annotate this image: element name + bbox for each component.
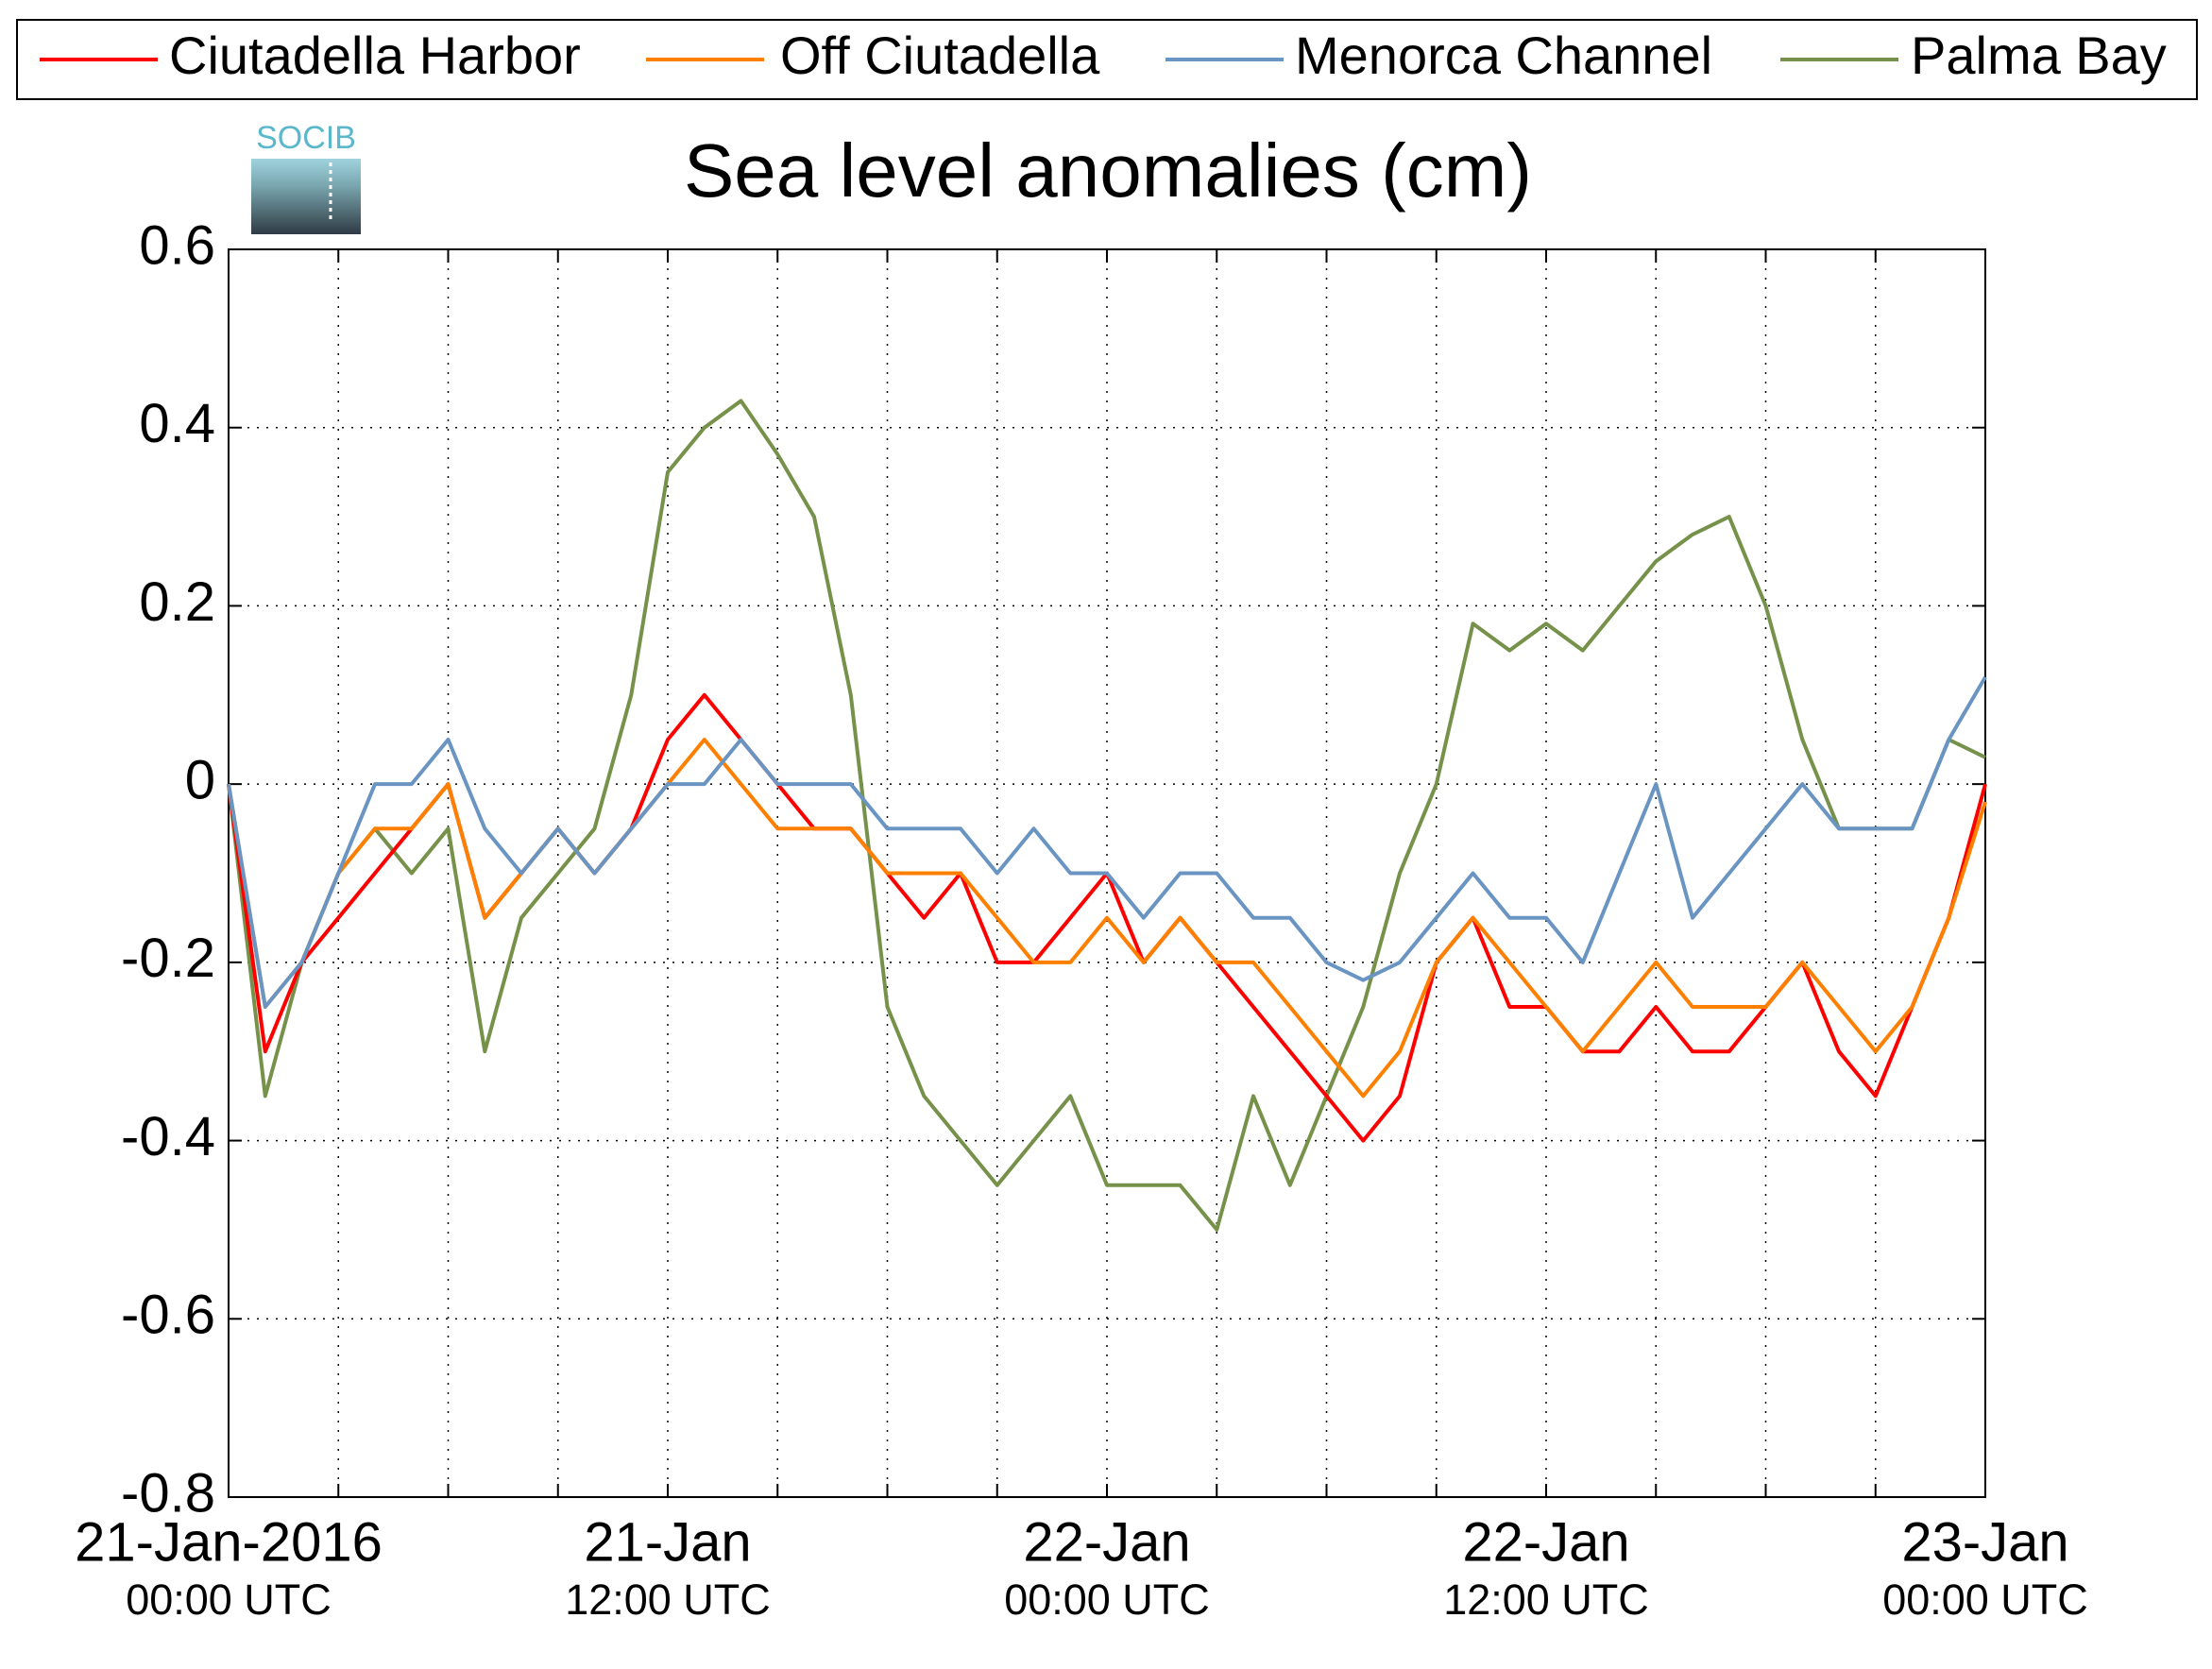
x-tick-label: 21-Jan — [584, 1511, 751, 1573]
x-tick-label: 21-Jan-2016 — [75, 1511, 383, 1573]
logo-text: SOCIB — [256, 120, 356, 156]
x-tick-sublabel: 00:00 UTC — [1004, 1575, 1210, 1624]
series-line — [227, 675, 1987, 1009]
y-tick-label: 0 — [185, 749, 215, 810]
y-tick-label: -0.2 — [121, 928, 215, 989]
x-tick-label: 22-Jan — [1023, 1511, 1190, 1573]
legend-label: Palma Bay — [1911, 26, 2167, 85]
x-tick-sublabel: 00:00 UTC — [126, 1575, 332, 1624]
series-line — [227, 399, 1986, 1232]
logo-image — [251, 159, 361, 234]
chart-title: Sea level anomalies (cm) — [684, 128, 1532, 213]
y-tick-label: -0.8 — [121, 1462, 215, 1524]
x-tick-label: 22-Jan — [1462, 1511, 1629, 1573]
logo: SOCIB — [251, 120, 361, 234]
x-tick-sublabel: 00:00 UTC — [1882, 1575, 2088, 1624]
y-tick-label: 0.4 — [139, 393, 215, 454]
x-tick-label: 23-Jan — [1901, 1511, 2068, 1573]
legend-label: Off Ciutadella — [780, 26, 1100, 85]
y-tick-label: 0.2 — [139, 571, 215, 633]
legend-label: Ciutadella Harbor — [169, 26, 581, 85]
y-tick-label: -0.4 — [121, 1106, 215, 1167]
x-tick-sublabel: 12:00 UTC — [1443, 1575, 1649, 1624]
y-tick-label: -0.6 — [121, 1285, 215, 1346]
x-tick-sublabel: 12:00 UTC — [565, 1575, 771, 1624]
legend-label: Menorca Channel — [1295, 26, 1712, 85]
y-tick-label: 0.6 — [139, 214, 215, 276]
